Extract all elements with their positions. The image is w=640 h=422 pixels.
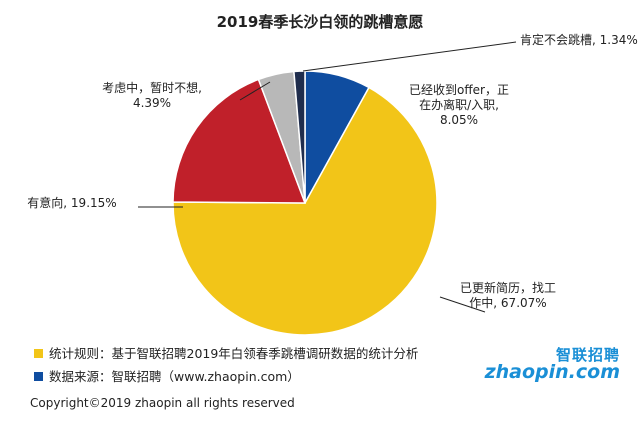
pie-slice-1	[172, 78, 307, 204]
chart-title: 2019春季长沙白领的跳槽意愿	[217, 13, 424, 31]
note-source: 数据来源：智联招聘（www.zhaopin.com）	[34, 366, 300, 385]
legend-swatch-blue	[34, 372, 43, 381]
note-rule: 统计规则：基于智联招聘2019年白领春季跳槽调研数据的统计分析	[34, 343, 418, 362]
copyright-text: Copyright©2019 zhaopin all rights reserv…	[30, 396, 295, 410]
zhaopin-logo: 智联招聘 zhaopin.com	[485, 344, 624, 386]
legend-swatch-yellow	[34, 349, 43, 358]
slice-label-4: 已经收到offer，正在办离职/入职, 8.05%	[409, 83, 509, 127]
slice-label-3: 肯定不会跳槽, 1.34%	[520, 32, 638, 47]
note-rule-text: 统计规则：基于智联招聘2019年白领春季跳槽调研数据的统计分析	[49, 346, 419, 361]
pie-slice-0	[172, 86, 438, 336]
slice-label-2: 考虑中，暂时不想, 4.39%	[102, 80, 202, 110]
leader-line-3	[302, 41, 517, 72]
logo-chinese: 智联招聘	[555, 346, 620, 364]
leader-line-0	[439, 296, 486, 313]
slice-label-1: 有意向, 19.15%	[27, 195, 116, 210]
leader-line-2	[239, 81, 271, 101]
note-source-text: 数据来源：智联招聘（www.zhaopin.com）	[49, 369, 300, 384]
logo-domain: zhaopin.com	[484, 361, 620, 383]
slice-label-0: 已更新简历，找工作中, 67.07%	[460, 280, 556, 310]
